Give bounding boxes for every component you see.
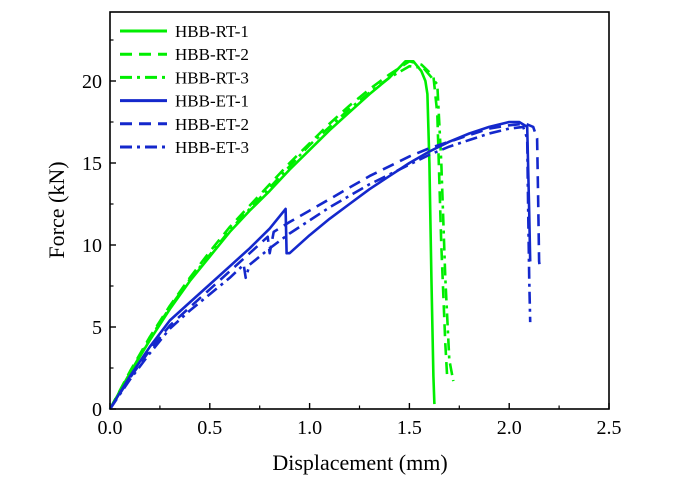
series-line-3 (108, 64, 455, 410)
legend-entry-label: HBB-RT-3 (175, 68, 249, 87)
tick-layer: 0.0 0.5 1.0 1.5 2.0 2.5 0 5 10 15 20 (82, 39, 622, 439)
y-tick-label: 15 (82, 153, 102, 175)
legend: HBB-RT-1 HBB-RT-2 HBB-RT-3 HBB-ET-1 HBB-ET-2… (120, 22, 249, 157)
plot-area (109, 11, 610, 410)
y-tick-label: 5 (92, 317, 102, 339)
x-axis-label: Displacement (mm) (272, 450, 447, 475)
legend-entry-label: HBB-ET-3 (175, 138, 249, 157)
x-tick-label: 0.0 (98, 417, 123, 439)
y-tick-label: 10 (82, 235, 102, 257)
series-line-5 (108, 122, 542, 410)
y-axis-label: Force (kN) (44, 161, 69, 258)
x-tick-label: 2.0 (497, 417, 522, 439)
x-tick-label: 1.5 (397, 417, 422, 439)
legend-entry-label: HBB-RT-2 (175, 45, 249, 64)
series-layer (108, 60, 542, 410)
series-line-6 (108, 125, 532, 410)
x-tick-label: 0.5 (197, 417, 222, 439)
y-tick-label: 0 (92, 399, 102, 421)
x-tick-label: 2.5 (597, 417, 622, 439)
series-line-4 (108, 120, 532, 410)
legend-entry-label: HBB-RT-1 (175, 22, 249, 41)
legend-entry-label: HBB-ET-1 (175, 92, 249, 111)
legend-entry-label: HBB-ET-2 (175, 115, 249, 134)
y-tick-label: 20 (82, 71, 102, 93)
x-tick-label: 1.0 (297, 417, 322, 439)
series-line-1 (108, 60, 436, 410)
